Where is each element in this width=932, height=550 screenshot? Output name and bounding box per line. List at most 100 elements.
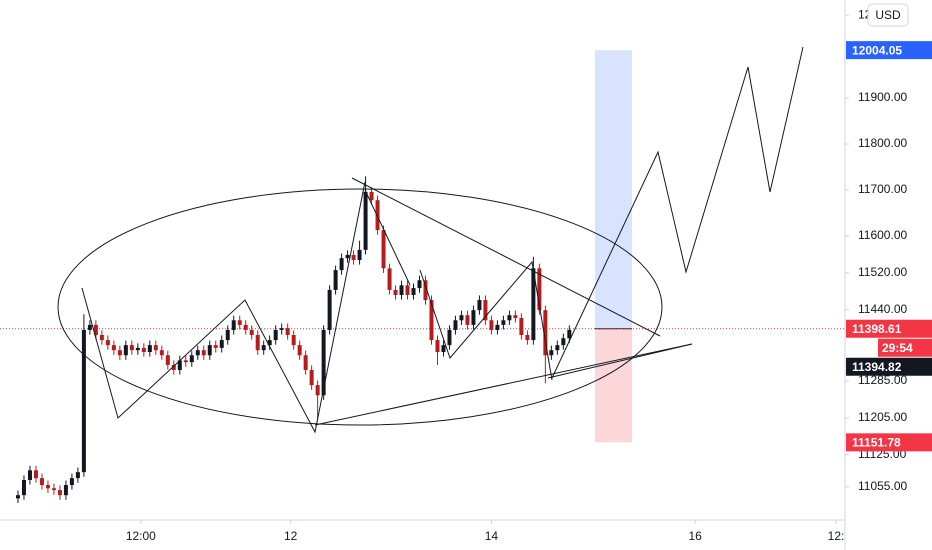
- candle-body: [507, 315, 512, 321]
- candle-body: [93, 324, 98, 336]
- candle-body: [513, 315, 518, 318]
- candle-body: [537, 268, 542, 311]
- candle-body: [405, 285, 410, 295]
- countdown-label: 29:54: [882, 341, 913, 355]
- candle-body: [309, 369, 314, 386]
- candle-body: [339, 258, 344, 271]
- candle-body: [435, 340, 440, 353]
- zigzag-drawing: [364, 189, 411, 286]
- candle-body: [267, 340, 272, 346]
- candle-body: [87, 324, 92, 330]
- candle-body: [465, 315, 470, 325]
- x-tick-label: 12: [284, 529, 298, 543]
- candle-body: [519, 317, 524, 336]
- candle-body: [249, 329, 254, 336]
- candle-body: [243, 324, 248, 330]
- candle-body: [321, 329, 326, 396]
- candle-body: [237, 320, 242, 325]
- x-tick-label: 14: [485, 529, 499, 543]
- candle-body: [429, 300, 434, 341]
- candle-body: [183, 360, 188, 363]
- candle-body: [369, 191, 374, 201]
- candle-body: [27, 470, 32, 480]
- candle-body: [135, 347, 140, 351]
- position-boxes: [0, 50, 845, 443]
- x-tick-label: 12:: [828, 529, 845, 543]
- y-tick-label: 11700.00: [858, 182, 907, 196]
- candle-body: [543, 310, 548, 356]
- candle-body: [297, 345, 302, 356]
- candle-body: [33, 470, 38, 479]
- candle-body: [363, 191, 368, 250]
- candle-body: [141, 347, 146, 353]
- x-tick-label: 12:00: [126, 529, 156, 543]
- candle-body: [165, 355, 170, 365]
- candle-body: [315, 385, 320, 396]
- y-tick-label: 11520.00: [858, 265, 907, 279]
- ellipse-drawing: [57, 188, 663, 426]
- candle-body: [279, 328, 284, 330]
- stop-zone: [595, 328, 632, 443]
- candle-body: [213, 345, 218, 348]
- candle-body: [327, 289, 332, 330]
- y-tick-label: 11800.00: [858, 136, 907, 150]
- candle-body: [441, 345, 446, 353]
- y-tick-label: 11205.00: [858, 410, 907, 424]
- price-marker: [846, 319, 932, 338]
- countdown-box: [878, 338, 932, 357]
- candle-body: [75, 472, 80, 479]
- candle-body: [189, 355, 194, 363]
- candle-body: [495, 324, 500, 330]
- trend-line: [351, 177, 661, 337]
- y-tick-label: 11440.00: [858, 302, 907, 316]
- y-tick-label: 11600.00: [858, 228, 907, 242]
- candle-body: [459, 315, 464, 321]
- candle-body: [357, 249, 362, 260]
- candle-body: [99, 335, 104, 341]
- candle-body: [333, 270, 338, 290]
- price-marker-label: 12004.05: [852, 43, 902, 57]
- candle-body: [549, 350, 554, 356]
- candle-body: [375, 200, 380, 231]
- candle-body: [417, 280, 422, 289]
- candle-body: [273, 329, 278, 341]
- candle-body: [531, 268, 536, 341]
- candle-body: [447, 329, 452, 346]
- target-zone: [595, 50, 632, 329]
- candle-body: [501, 320, 506, 325]
- candle-body: [159, 350, 164, 356]
- candle-body: [381, 230, 386, 269]
- candle-body: [231, 320, 236, 330]
- y-tick-label: 11285.00: [858, 373, 907, 387]
- candle-body: [21, 479, 26, 496]
- candle-body: [291, 335, 296, 346]
- candle-body: [63, 485, 68, 496]
- candle-body: [303, 355, 308, 370]
- candle-body: [171, 364, 176, 370]
- price-marker: [846, 357, 932, 376]
- candle-body: [255, 335, 260, 351]
- candle-body: [393, 289, 398, 295]
- candle-body: [81, 329, 86, 473]
- trend-line: [547, 343, 693, 379]
- zigzag-drawing: [81, 181, 366, 434]
- price-marker: [846, 433, 932, 452]
- currency-button: [867, 3, 909, 27]
- candle-body: [411, 288, 416, 295]
- candle-body: [345, 254, 350, 259]
- candle-body: [207, 345, 212, 356]
- candle-body: [15, 495, 20, 499]
- candle-body: [177, 360, 182, 370]
- candle-body: [45, 485, 50, 489]
- candle-body: [387, 268, 392, 290]
- candles: [15, 176, 572, 503]
- candle-body: [555, 345, 560, 351]
- candle-body: [477, 300, 482, 311]
- candle-body: [261, 345, 266, 351]
- y-tick-label: 11900.00: [858, 90, 907, 104]
- candle-body: [147, 345, 152, 353]
- price-marker-label: 11394.82: [852, 360, 902, 374]
- candle-body: [51, 488, 56, 491]
- candle-body: [117, 350, 122, 356]
